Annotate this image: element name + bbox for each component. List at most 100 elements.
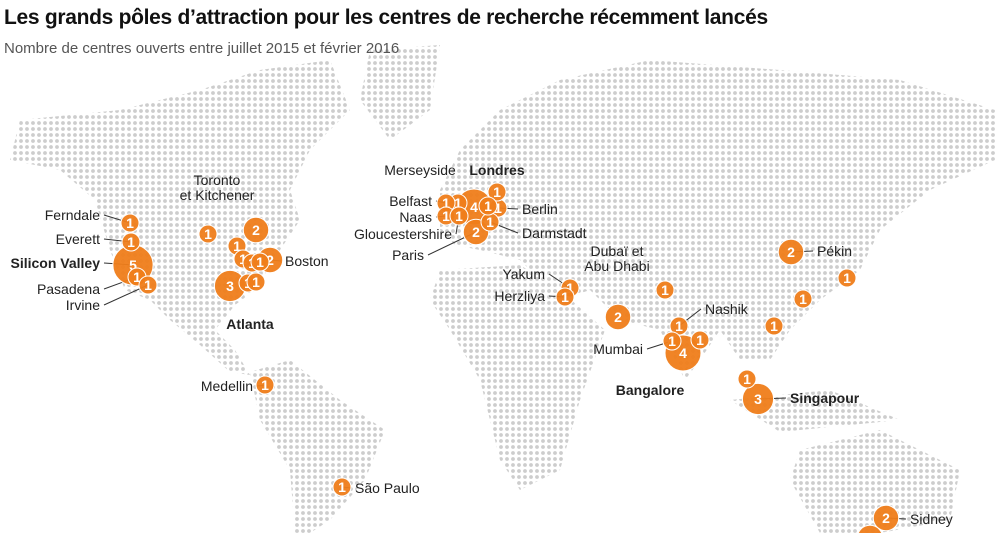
- marker-label: Belfast: [389, 193, 432, 209]
- africa: [430, 265, 605, 490]
- bubble: [777, 238, 805, 266]
- bubble-count: 1: [233, 238, 241, 254]
- bubble-count: 2: [614, 309, 622, 325]
- bubble-count: 1: [442, 195, 450, 211]
- bubble-count: 1: [442, 208, 450, 224]
- bubble-count: 1: [455, 208, 463, 224]
- marker-label: Paris: [392, 247, 424, 263]
- bubble-count: 1: [144, 277, 152, 293]
- bubble: [121, 232, 141, 252]
- continents: [10, 45, 995, 533]
- bubble-count: 1: [454, 195, 462, 211]
- marker-label: Silicon Valley: [11, 255, 101, 271]
- marker-label: et Kitchener: [180, 187, 255, 203]
- bubble: [655, 280, 675, 300]
- bubble-count: 1: [484, 198, 492, 214]
- bubble-count: 1: [127, 234, 135, 250]
- bubble-count: 1: [493, 184, 501, 200]
- bubble-count: 1: [675, 318, 683, 334]
- bubble-count: 1: [696, 332, 704, 348]
- marker-label: Everett: [56, 231, 100, 247]
- bubble: [857, 524, 883, 533]
- bubble-count: 2: [866, 530, 874, 533]
- australia: [790, 430, 960, 533]
- bubble: [449, 206, 469, 226]
- bubble-count: 4: [679, 345, 687, 361]
- marker-label: Gloucestershire: [354, 226, 452, 242]
- bubble-count: 1: [133, 269, 141, 285]
- marker-label: Atlanta: [226, 316, 274, 332]
- marker-label: Medellin: [201, 378, 253, 394]
- marker-label: São Paulo: [355, 480, 420, 496]
- marker-label: Dubaï et: [591, 243, 644, 259]
- bubble-count: 1: [661, 282, 669, 298]
- marker-label: Boston: [285, 253, 329, 269]
- marker-label: Merseyside: [384, 162, 456, 178]
- bubble: [478, 196, 498, 216]
- bubble: [604, 303, 632, 331]
- marker-label: Berlin: [522, 201, 558, 217]
- bubble-count: 3: [226, 278, 234, 294]
- bubble: [255, 375, 275, 395]
- marker-label: Ferndale: [45, 207, 100, 223]
- bubble: [737, 369, 757, 389]
- marker-label: Darmstadt: [522, 225, 587, 241]
- bubble: [690, 330, 710, 350]
- south-america: [250, 360, 385, 533]
- bubble: [764, 316, 784, 336]
- bubble-count: 1: [338, 479, 346, 495]
- bubble-count: 2: [266, 252, 274, 268]
- bubble-count: 1: [204, 226, 212, 242]
- bubble: [332, 477, 352, 497]
- marker-label: Sidney: [910, 511, 953, 527]
- bubbles: 5443322222221111111111111111111111111111…: [112, 182, 900, 533]
- bubble-count: 2: [252, 222, 260, 238]
- bubble-count: 4: [470, 199, 478, 215]
- title: Les grands pôles d’attraction pour les c…: [4, 6, 768, 29]
- marker-label: Nashik: [705, 301, 749, 317]
- bubble: [793, 289, 813, 309]
- bubble-count: 3: [754, 391, 762, 407]
- bubble: [837, 268, 857, 288]
- bubble-count: 2: [787, 244, 795, 260]
- bubble: [741, 382, 775, 416]
- bubble-count: 2: [472, 224, 480, 240]
- marker-label: Irvine: [66, 297, 100, 313]
- north-america: [10, 60, 350, 375]
- marker-label: Singapour: [790, 390, 860, 406]
- bubble: [246, 272, 266, 292]
- bubble-count: 1: [668, 333, 676, 349]
- bubble-count: 2: [882, 510, 890, 526]
- bubble-count: 1: [486, 214, 494, 230]
- bubble-count: 1: [239, 251, 247, 267]
- marker-label: Bangalore: [616, 382, 685, 398]
- marker-label: Mumbai: [593, 341, 643, 357]
- marker-label: Yakum: [502, 266, 545, 282]
- bubble-count: 1: [256, 254, 264, 270]
- marker-label: Melbourne: [795, 530, 861, 533]
- bubble-count: 1: [843, 270, 851, 286]
- bubble: [872, 504, 900, 532]
- bubble-count: 5: [129, 257, 137, 273]
- bubble-count: 1: [252, 274, 260, 290]
- eurasia: [440, 60, 995, 380]
- subtitle: Nombre de centres ouverts entre juillet …: [4, 40, 400, 57]
- bubble: [662, 331, 682, 351]
- bubble: [138, 275, 158, 295]
- bubble-count: 1: [261, 377, 269, 393]
- marker-label: Londres: [469, 162, 524, 178]
- bubble: [242, 216, 270, 244]
- marker-label: Naas: [399, 209, 432, 225]
- bubble-count: 1: [743, 371, 751, 387]
- bubble-count: 1: [566, 280, 574, 296]
- bubble: [487, 182, 507, 202]
- marker-label: Pékin: [817, 243, 852, 259]
- greenland: [360, 45, 440, 140]
- marker-label: Pasadena: [37, 281, 100, 297]
- bubble-count: 1: [770, 318, 778, 334]
- bubble: [198, 224, 218, 244]
- bubble-count: 1: [561, 289, 569, 305]
- bubble-count: 1: [799, 291, 807, 307]
